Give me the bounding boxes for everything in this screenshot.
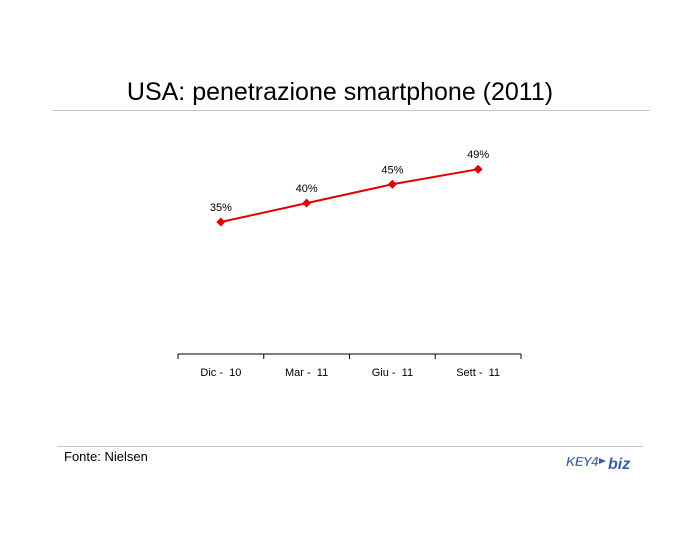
data-point [387,179,397,189]
key4biz-logo: KEY4 biz [566,454,630,472]
title-divider [52,110,650,111]
x-tick-label: Dic - 10 [200,367,241,379]
footer-divider [57,446,643,447]
svg-text:KEY4: KEY4 [566,454,599,469]
series-line-group [220,168,479,223]
data-labels-group: 35% 40% 45% 49% [210,149,489,214]
data-points-group [216,164,483,227]
x-axis [177,353,522,359]
x-tick-label: Mar - 11 [285,367,328,379]
data-point [302,198,312,208]
data-point [216,217,226,227]
data-label: 45% [381,164,403,176]
svg-text:biz: biz [608,456,630,472]
x-tick-label: Sett - 11 [456,367,500,379]
x-tick-label: Giu - 11 [372,367,413,379]
data-label: 40% [296,183,318,195]
data-label: 49% [467,149,489,161]
data-point [473,164,483,174]
chart-title: USA: penetrazione smartphone (2011) [126,78,554,106]
series-line [220,168,479,223]
data-label: 35% [210,202,232,214]
source-note: Fonte: Nielsen [64,449,148,464]
tick-labels-group: Dic - 10 Mar - 11 Giu - 11 Sett - 11 [200,367,500,379]
